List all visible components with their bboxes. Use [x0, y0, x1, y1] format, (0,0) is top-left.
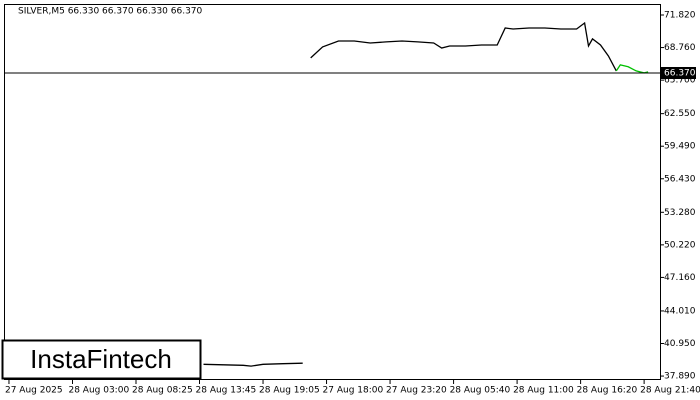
y-tick-label: 62.550 — [664, 109, 696, 119]
x-tick-label: 28 Aug 21:40 — [640, 386, 700, 396]
x-tick-label: 28 Aug 19:05 — [259, 386, 320, 396]
y-tick-label: 47.160 — [664, 273, 696, 283]
price-line — [203, 21, 617, 367]
x-tick-label: 27 Aug 18:00 — [323, 386, 384, 396]
last-price-label: 66.370 — [664, 68, 696, 78]
x-tick-label: 28 Aug 11:00 — [513, 386, 574, 396]
y-tick-label: 71.820 — [664, 11, 696, 21]
chart-title: SILVER,M5 66.330 66.370 66.330 66.370 — [18, 7, 203, 17]
x-tick-label: 28 Aug 13:45 — [196, 386, 257, 396]
watermark-frame — [1, 339, 202, 380]
x-tick-label: 28 Aug 03:00 — [68, 386, 129, 396]
x-tick-label: 28 Aug 16:20 — [577, 386, 638, 396]
y-tick-label: 68.760 — [664, 43, 696, 53]
y-tick-label: 59.490 — [664, 142, 696, 152]
y-tick-label: 53.280 — [664, 208, 696, 218]
y-tick-label: 65.700 — [664, 76, 696, 86]
y-tick-label: 56.430 — [664, 174, 696, 184]
y-tick-label: 37.890 — [664, 372, 696, 382]
y-tick-label: 44.010 — [664, 306, 696, 316]
last-price-box — [660, 66, 696, 79]
watermark-box: InstaFintech — [1, 339, 202, 380]
x-tick-label: 27 Aug 23:20 — [386, 386, 447, 396]
watermark: InstaFintech — [30, 344, 172, 374]
x-tick-label: 27 Aug 2025 — [5, 386, 63, 396]
plot-frame — [4, 4, 661, 380]
x-tick-label: 28 Aug 05:40 — [450, 386, 511, 396]
x-tick-label: 28 Aug 08:25 — [132, 386, 193, 396]
y-tick-label: 50.220 — [664, 240, 696, 250]
y-tick-label: 40.950 — [664, 339, 696, 349]
